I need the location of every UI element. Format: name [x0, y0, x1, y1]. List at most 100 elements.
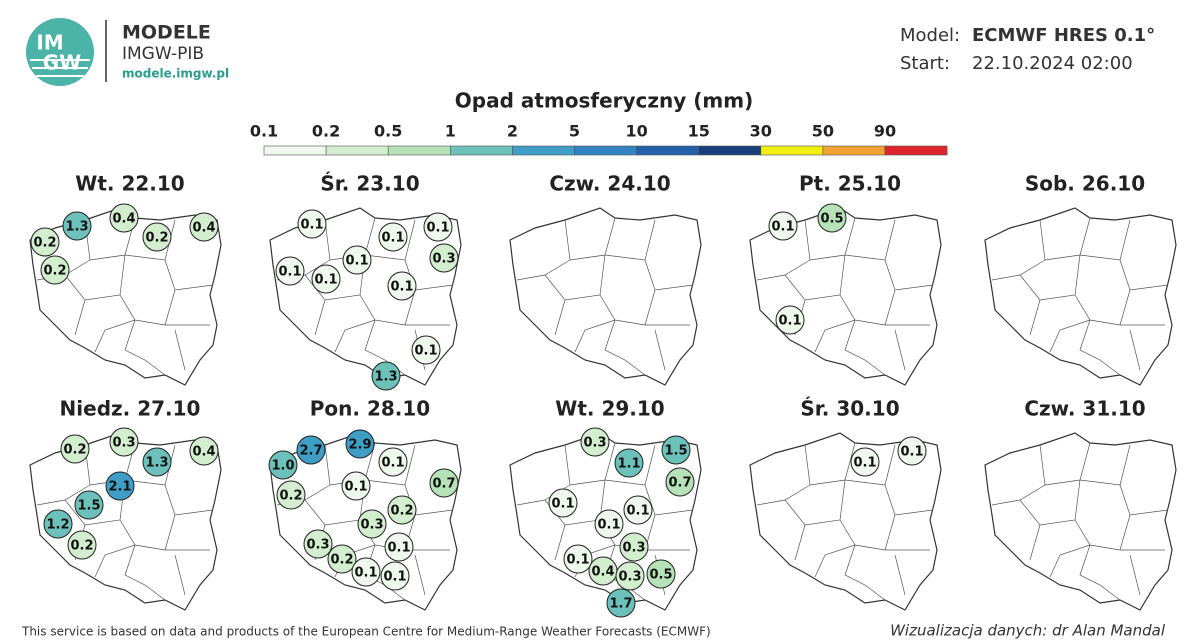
precip-value: 0.4: [192, 445, 215, 460]
map-regions: [516, 217, 694, 376]
legend-tick: 1: [445, 122, 456, 141]
day-title: Wt. 29.10: [555, 397, 664, 421]
precip-bubble: [380, 561, 410, 591]
day-title: Czw. 24.10: [549, 172, 670, 196]
legend-swatch: [387, 145, 451, 156]
precip-bubble: [378, 222, 408, 252]
map-outline: [29, 207, 222, 386]
precip-bubble: [276, 480, 306, 510]
start: 22.10.2024 02:00: [972, 53, 1133, 74]
precip-bubble: [189, 436, 219, 466]
map-regions: [991, 217, 1169, 376]
precip-value: 0.1: [278, 265, 301, 280]
precip-value: 0.1: [597, 518, 620, 533]
precip-bubble: [60, 434, 90, 464]
map-regions: [36, 217, 214, 376]
precip-value: 0.2: [390, 504, 413, 519]
day-title: Sob. 26.10: [1025, 172, 1145, 196]
precip-value: 0.1: [345, 254, 368, 269]
precip-bubble: [817, 203, 847, 233]
map-outline: [269, 207, 462, 386]
precip-value: 0.1: [771, 220, 794, 235]
precip-value: 0.1: [853, 456, 876, 471]
precip-bubble: [423, 212, 453, 242]
precip-bubble: [768, 211, 798, 241]
day-panel: Pon. 28.102.7 2.91.0 0.10.1 0.70.20.20.30.3…: [268, 397, 462, 611]
legend-swatch: [760, 145, 824, 156]
day-title: Śr. 23.10: [320, 172, 419, 196]
precip-bubble: [341, 471, 371, 501]
precip-value: 1.5: [664, 444, 687, 459]
url: modele.imgw.pl: [122, 67, 229, 81]
precip-bubble: [142, 447, 172, 477]
precip-bubble: [897, 436, 927, 466]
precip-value: 0.1: [426, 221, 449, 236]
precip-value: 0.7: [432, 477, 455, 492]
day-title: Pt. 25.10: [799, 172, 901, 196]
legend-swatch: [325, 145, 389, 156]
precip-value: 0.3: [622, 541, 645, 556]
precip-bubble: [74, 490, 104, 520]
logo: IM GW: [26, 18, 94, 86]
map-outline: [984, 207, 1177, 386]
map-regions: [991, 442, 1169, 601]
precip-value: 0.1: [626, 504, 649, 519]
day-title: Wt. 22.10: [75, 172, 184, 196]
precip-bubble: [378, 447, 408, 477]
precip-bubble: [311, 264, 341, 294]
precip-value: 0.2: [145, 231, 168, 246]
precip-bubble: [30, 227, 60, 257]
precip-value: 0.1: [300, 218, 323, 233]
precip-value: 0.2: [70, 539, 93, 554]
precip-bubble: [371, 361, 401, 391]
legend-tick: 15: [688, 122, 710, 141]
precip-value: 0.1: [383, 570, 406, 585]
legend-swatch: [884, 145, 948, 156]
legend-tick: 0.5: [374, 122, 402, 141]
model: ECMWF HRES 0.1°: [972, 25, 1155, 46]
precip-value: 1.0: [271, 459, 294, 474]
precip-bubble: [109, 427, 139, 457]
precip-value: 0.1: [344, 480, 367, 495]
logo-text: GW: [43, 51, 81, 75]
legend-tick: 0.1: [250, 122, 278, 141]
start-label: Start:: [900, 53, 950, 74]
legend-tick: 30: [750, 122, 772, 141]
precip-value: 0.2: [33, 236, 56, 251]
precip-bubble: [594, 509, 624, 539]
footer-credit: Wizualizacja danych: dr Alan Mandal: [890, 622, 1166, 640]
map-regions: [756, 442, 934, 601]
legend-swatch: [263, 145, 327, 156]
precip-bubble: [275, 256, 305, 286]
precip-value: 0.3: [432, 252, 455, 267]
day-title: Niedz. 27.10: [60, 397, 201, 421]
precip-bubble: [387, 271, 417, 301]
precip-bubble: [345, 429, 375, 459]
day-title: Śr. 30.10: [800, 397, 899, 421]
precip-bubble: [387, 495, 417, 525]
brand: MODELE: [122, 22, 211, 44]
precip-value: 0.2: [63, 443, 86, 458]
precip-value: 0.1: [314, 273, 337, 288]
precip-value: 2.9: [348, 438, 371, 453]
precip-bubble: [296, 435, 326, 465]
precip-bubble: [615, 561, 645, 591]
day-title: Czw. 31.10: [1024, 397, 1145, 421]
precip-bubble: [351, 557, 381, 587]
legend-swatch: [449, 145, 513, 156]
precip-value: 0.4: [192, 221, 215, 236]
precip-value: 1.7: [609, 597, 632, 612]
precip-value: 1.1: [617, 457, 640, 472]
day-panel: Pt. 25.10 0.1 0.5 0.1: [749, 172, 942, 386]
precip-bubble: [342, 245, 372, 275]
precip-value: 1.3: [374, 370, 397, 385]
precip-value: 0.1: [387, 541, 410, 556]
legend-swatch: [512, 145, 575, 156]
legend-tick: 90: [874, 122, 896, 141]
precip-bubble: [548, 488, 578, 518]
legend-tick: 2: [507, 122, 518, 141]
precip-bubble: [384, 532, 414, 562]
precip-bubble: [411, 335, 441, 365]
model-label: Model:: [900, 25, 960, 46]
